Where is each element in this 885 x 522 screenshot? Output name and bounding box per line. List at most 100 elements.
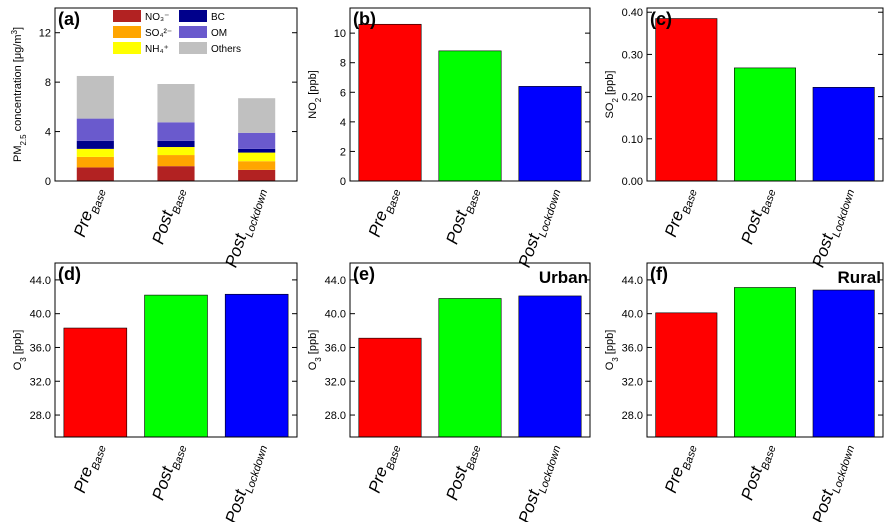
- legend-swatch: [179, 26, 207, 38]
- plot-frame: [646, 262, 884, 438]
- x-tick-label-subscript: Lockdown: [244, 444, 271, 495]
- y-tick-label: 0.40: [622, 7, 643, 19]
- legend-swatch: [113, 10, 141, 22]
- bar: [518, 86, 582, 182]
- y-axis-label: SO2 [ppb]: [604, 71, 620, 119]
- x-tick-label-subscript: Base: [464, 188, 483, 216]
- y-tick-label: 4: [45, 127, 51, 139]
- y-tick-label: 44.0: [30, 275, 51, 287]
- x-tick-label-subscript: Base: [759, 444, 778, 472]
- x-tick-label-subscript: Lockdown: [244, 188, 271, 239]
- x-tick-label-subscript: Lockdown: [537, 444, 564, 495]
- x-tick-label-subscript: Base: [90, 188, 109, 216]
- y-tick-label: 28.0: [30, 410, 51, 422]
- bar-segment: [76, 148, 114, 157]
- y-axis-label-part: 3: [19, 357, 28, 362]
- y-axis-label-part: O: [307, 361, 319, 370]
- x-tick-label: PostLockdown: [515, 440, 564, 522]
- panel-annotation: Urban: [539, 268, 588, 287]
- x-tick-label: PostBase: [442, 440, 483, 504]
- x-tick-label: PostLockdown: [809, 184, 858, 271]
- plot-frame: [349, 262, 591, 438]
- bar-segment: [157, 147, 195, 156]
- bar-segment: [157, 155, 195, 167]
- panel-label: (e): [353, 264, 375, 284]
- panel: 0.00 0.10 0.20 0.30 0.40 SO2 [ppb] PreBase Post…: [604, 7, 884, 271]
- y-axis-label-part: 3: [314, 357, 323, 362]
- plot-frame: [54, 262, 298, 438]
- y-axis-label-part: [ppb]: [604, 71, 616, 99]
- x-tick-label: PostLockdown: [222, 184, 271, 271]
- legend-label: NH₄⁺: [145, 44, 169, 55]
- bar-segment: [238, 98, 276, 133]
- x-tick-label: PostBase: [737, 184, 778, 248]
- y-tick-label: 28.0: [325, 410, 346, 422]
- x-tick-label-subscript: Base: [759, 188, 778, 216]
- bar: [734, 67, 796, 182]
- legend-swatch: [179, 42, 207, 54]
- bar-segment: [76, 140, 114, 149]
- bar-segment: [238, 169, 276, 181]
- x-tick-label: PostBase: [148, 440, 189, 504]
- y-axis-label-part: [ppb]: [307, 330, 319, 358]
- y-tick-label: 44.0: [325, 275, 346, 287]
- y-axis-label-part: 3: [611, 357, 620, 362]
- bar: [734, 287, 796, 438]
- y-tick-label: 0.00: [622, 176, 643, 188]
- y-axis-label-part: O: [12, 361, 24, 370]
- y-tick-label: 2: [340, 146, 346, 158]
- y-axis-label-part: SO: [604, 102, 616, 118]
- x-tick-label-subscript: Base: [681, 444, 700, 472]
- x-tick-label-subscript: Lockdown: [831, 188, 858, 239]
- x-tick-label: PostBase: [442, 184, 483, 248]
- y-axis-label: O3 [ppb]: [604, 330, 620, 371]
- y-axis-label-part: [ppb]: [12, 330, 24, 358]
- y-tick-label: 40.0: [622, 309, 643, 321]
- panel: 28.0 32.0 36.0 40.0 44.0 O3 [ppb] PreBase PostB…: [12, 262, 298, 522]
- bar: [63, 327, 128, 438]
- y-axis-label-part: concentration [μg/m: [12, 35, 24, 135]
- x-tick-label: PreBase: [365, 440, 404, 496]
- y-tick-label: 0.30: [622, 49, 643, 61]
- bar-segment: [238, 161, 276, 170]
- bar-segment: [238, 132, 276, 149]
- bar: [358, 23, 422, 182]
- bar: [655, 18, 718, 182]
- bar-segment: [76, 156, 114, 168]
- y-axis-label-part: 2: [314, 97, 323, 102]
- bar-segment: [238, 152, 276, 162]
- y-axis-label-part: 2.5: [19, 134, 28, 146]
- x-tick-label-subscript: Lockdown: [831, 444, 858, 495]
- panel-label: (d): [58, 264, 81, 284]
- x-tick-label-subscript: Base: [681, 188, 700, 216]
- y-axis-label-part: [ppb]: [604, 330, 616, 358]
- y-axis-label: O3 [ppb]: [12, 330, 28, 371]
- y-tick-label: 40.0: [30, 309, 51, 321]
- y-tick-label: 4: [340, 117, 346, 129]
- x-tick-label: PreBase: [70, 184, 109, 240]
- panel-label: (b): [353, 9, 376, 29]
- panel-label: (a): [58, 9, 80, 29]
- y-tick-label: 0.20: [622, 92, 643, 104]
- legend-swatch: [113, 26, 141, 38]
- bar-segment: [76, 75, 114, 119]
- bar: [438, 298, 502, 438]
- x-tick-label: PostBase: [148, 184, 189, 248]
- bar: [358, 337, 422, 438]
- legend-swatch: [113, 42, 141, 54]
- panel: 28.0 32.0 36.0 40.0 44.0 O3 [ppb] PreBase PostB…: [307, 262, 591, 522]
- legend-label: NO₃⁻: [145, 12, 169, 23]
- panel-label: (c): [650, 9, 672, 29]
- x-tick-label: PreBase: [365, 184, 404, 240]
- y-axis-label-part: ]: [12, 27, 24, 30]
- bar-segment: [238, 148, 276, 153]
- y-tick-label: 40.0: [325, 309, 346, 321]
- y-tick-label: 32.0: [30, 376, 51, 388]
- legend-label: SO₄²⁻: [145, 28, 172, 39]
- y-tick-label: 32.0: [622, 376, 643, 388]
- y-axis-label-part: NO: [307, 102, 319, 119]
- y-tick-label: 8: [340, 58, 346, 70]
- legend-label: Others: [211, 44, 241, 55]
- y-tick-label: 0.10: [622, 134, 643, 146]
